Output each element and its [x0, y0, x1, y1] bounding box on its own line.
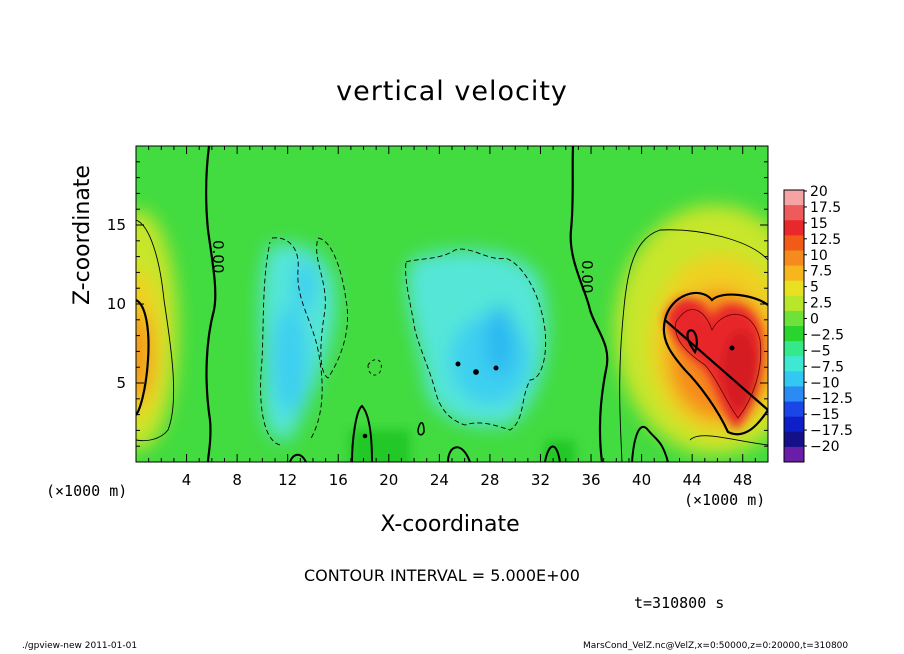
x-tick-label: 12 — [278, 471, 297, 489]
colorbar-label: 20 — [810, 184, 828, 200]
colorbar-label: −5 — [810, 343, 831, 359]
colorbar-label: 15 — [810, 216, 828, 232]
x-axis-label-text: X-coordinate — [380, 512, 520, 537]
x-axis: 4 8 12 16 20 24 28 32 36 40 44 48 — [135, 146, 769, 489]
y-tick-label: 5 — [116, 374, 126, 392]
colorbar-label: 0 — [810, 312, 819, 328]
colorbar-label: −17.5 — [810, 423, 853, 439]
colorbar-swatch — [784, 220, 804, 236]
colorbar-swatch — [784, 205, 804, 221]
x-tick-label: 4 — [182, 471, 192, 489]
x-unit-label-right: (×1000 m) — [684, 491, 766, 509]
colorbar-label: 2.5 — [810, 296, 832, 312]
chart-title: vertical velocity — [336, 76, 568, 107]
colorbar-swatch — [784, 235, 804, 251]
colorbar-label: −2.5 — [810, 327, 844, 343]
footer-left: ./gpview-new 2011-01-01 — [22, 641, 138, 651]
colorbar-swatch — [784, 295, 804, 312]
x-tick-label: 44 — [683, 471, 702, 489]
colorbar-label: 10 — [810, 248, 828, 264]
colorbar-frame — [783, 189, 805, 463]
colorbar-label: 5 — [810, 280, 819, 296]
contour-plus10-right — [662, 291, 768, 436]
colorbar-label: 7.5 — [810, 264, 832, 280]
x-tick-label: 28 — [480, 471, 499, 489]
colorbar-swatch — [784, 190, 804, 206]
x-tick-label: 40 — [632, 471, 651, 489]
contour-lines — [136, 146, 768, 462]
colorbar-swatch — [784, 371, 804, 387]
colorbar-label: −15 — [810, 407, 840, 423]
colorbar-swatch — [784, 280, 804, 297]
downdraft-left — [260, 243, 336, 441]
x-tick-label: 48 — [733, 471, 752, 489]
colorbar-swatch — [784, 416, 804, 433]
contour-interval-note: CONTOUR INTERVAL = 5.000E+00 — [304, 566, 580, 585]
colorbar-swatch — [784, 326, 804, 342]
x-tick-label: 8 — [232, 471, 242, 489]
y-axis-label: Z-coordinate — [70, 165, 95, 305]
contour-label: 0.00 — [578, 260, 596, 293]
x-tick-label: 32 — [531, 471, 550, 489]
contour-zero-right — [569, 146, 609, 462]
x-unit-label-left: (×1000 m) — [46, 482, 128, 500]
colorbar-swatch — [784, 446, 804, 463]
contour-minus5-left — [260, 237, 323, 446]
colorbar-swatch — [784, 341, 804, 357]
colorbar-swatch — [784, 250, 804, 267]
colorbar-swatch — [784, 431, 804, 448]
colorbar-swatch — [784, 310, 804, 327]
contour-plus5-left — [136, 219, 175, 442]
colorbar-label: −10 — [810, 375, 840, 391]
y-tick-label: 10 — [107, 295, 126, 313]
contour-label: 0.00 — [209, 240, 227, 273]
x-tick-label: 20 — [379, 471, 398, 489]
colorbar-label: −7.5 — [810, 359, 844, 375]
y-tick-label: 15 — [107, 216, 126, 234]
colorbar-label: −20 — [810, 439, 840, 455]
x-tick-label: 16 — [329, 471, 348, 489]
downdraft-right — [407, 250, 547, 427]
x-axis-label: X-coordinate — [0, 512, 904, 537]
colorbar-label: 17.5 — [810, 200, 841, 216]
colorbar-swatch — [784, 386, 804, 403]
colorbar-swatch — [784, 401, 804, 418]
footer-right: MarsCond_VelZ.nc@VelZ,x=0:50000,z=0:2000… — [583, 641, 849, 651]
colorbar-swatch — [784, 356, 804, 372]
colorbar-swatch — [784, 265, 804, 282]
colorbar: 2017.51512.5107.552.50−2.5−5−7.5−10−12.5… — [783, 184, 853, 463]
colorbar-label: −12.5 — [810, 391, 853, 407]
heatmap-field — [136, 146, 768, 462]
y-axis: 5 10 15 — [107, 145, 768, 463]
x-tick-label: 36 — [581, 471, 600, 489]
contour-zero-left — [205, 146, 217, 462]
time-label: t=310800 s — [634, 594, 725, 612]
contour-plus10-left — [136, 299, 150, 416]
contour-plus5-right — [619, 229, 768, 462]
colorbar-label: 12.5 — [810, 232, 841, 248]
x-tick-label: 24 — [430, 471, 449, 489]
